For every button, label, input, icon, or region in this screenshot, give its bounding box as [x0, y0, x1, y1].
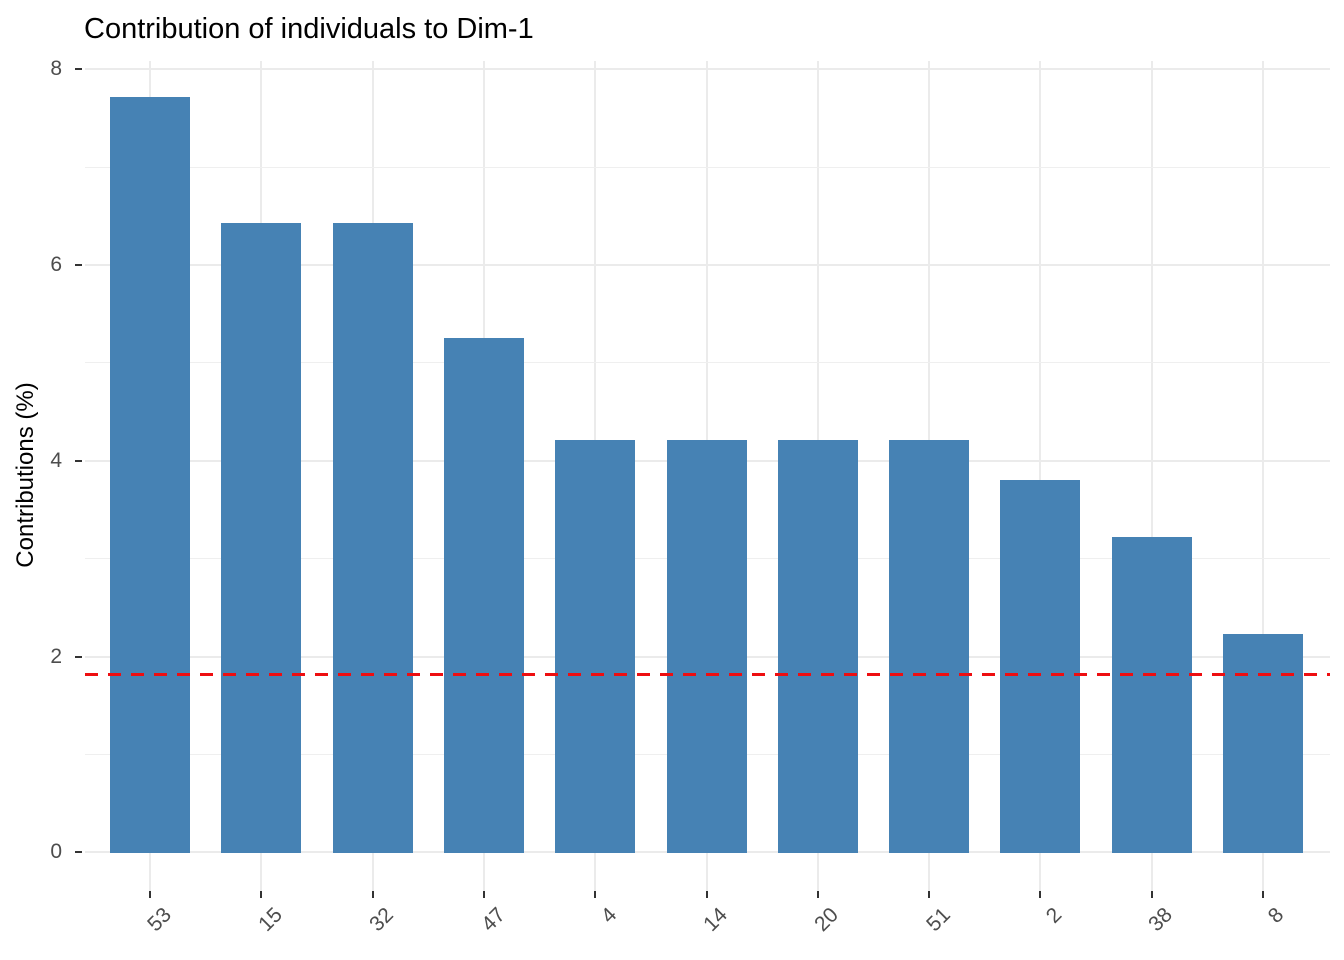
- x-axis-tick: [1150, 891, 1153, 898]
- x-axis-tick: [149, 891, 151, 898]
- x-tick-label: 4: [596, 903, 621, 928]
- bar-15: [221, 222, 302, 854]
- x-tick-label: 51: [921, 903, 955, 937]
- x-tick-label: 53: [142, 903, 176, 937]
- bar-53: [110, 97, 190, 854]
- gridline-vertical: [1039, 61, 1042, 891]
- bar-14: [666, 440, 747, 854]
- x-axis-tick: [371, 891, 374, 898]
- x-tick-label: 8: [1264, 903, 1289, 928]
- y-axis-title: Contributions (%): [12, 382, 39, 568]
- y-axis-tick: [75, 68, 82, 71]
- y-axis-tick: [75, 655, 82, 658]
- x-axis-tick: [816, 891, 819, 898]
- x-tick-label: 2: [1041, 903, 1066, 928]
- y-tick-label: 2: [50, 644, 62, 668]
- x-tick-label: 15: [254, 903, 287, 937]
- x-axis-tick: [1039, 891, 1042, 898]
- x-axis-tick: [260, 891, 263, 898]
- x-tick-label: 20: [810, 903, 844, 937]
- bar-4: [555, 440, 636, 854]
- gridline-horizontal-major: [85, 263, 1330, 266]
- x-tick-label: 47: [476, 903, 510, 937]
- y-tick-label: 6: [50, 252, 62, 276]
- y-axis-tick: [75, 459, 82, 462]
- bar-2: [1000, 480, 1081, 854]
- bar-32: [332, 222, 413, 854]
- gridline-horizontal-minor: [85, 362, 1330, 364]
- y-tick-label: 4: [50, 448, 62, 472]
- gridline-vertical: [1150, 61, 1153, 891]
- x-tick-label: 32: [365, 903, 399, 937]
- bar-20: [777, 440, 858, 854]
- y-tick-label: 8: [50, 57, 62, 81]
- reference-line: [85, 672, 1330, 676]
- y-tick-label: 0: [50, 840, 62, 864]
- bar-38: [1111, 537, 1192, 854]
- bar-8: [1223, 633, 1303, 854]
- chart-title: Contribution of individuals to Dim-1: [84, 13, 534, 45]
- bar-47: [443, 338, 524, 854]
- x-axis-tick: [1262, 891, 1264, 898]
- x-axis-tick: [594, 891, 597, 898]
- gridline-horizontal-major: [85, 68, 1330, 71]
- y-axis-tick: [75, 851, 82, 854]
- x-axis-tick: [482, 891, 485, 898]
- gridline-horizontal-minor: [85, 166, 1330, 168]
- bar-51: [889, 440, 970, 854]
- x-axis-tick: [705, 891, 708, 898]
- y-axis-tick: [75, 263, 82, 266]
- x-tick-label: 14: [699, 903, 733, 937]
- x-axis-tick: [928, 891, 931, 898]
- gridline-vertical: [1262, 61, 1264, 891]
- x-tick-label: 38: [1144, 903, 1178, 937]
